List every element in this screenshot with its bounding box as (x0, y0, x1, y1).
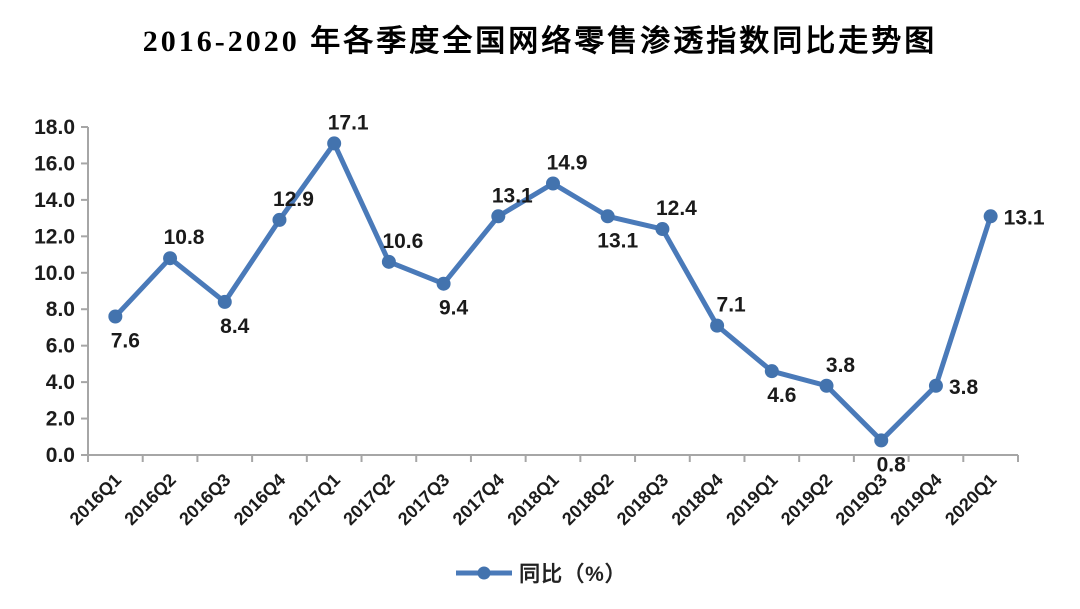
x-axis-label: 2019Q4 (886, 470, 945, 529)
x-axis-label: 2018Q1 (503, 470, 562, 529)
x-axis-label: 2018Q4 (668, 470, 727, 529)
x-axis-label: 2020Q1 (941, 470, 1000, 529)
x-axis-label: 2016Q4 (230, 470, 289, 529)
data-point-label: 4.6 (767, 384, 796, 407)
x-axis-label: 2017Q3 (394, 470, 453, 529)
x-axis-label: 2016Q2 (120, 470, 179, 529)
data-point-label: 14.9 (547, 151, 588, 174)
y-axis-tick-label: 8.0 (46, 298, 75, 321)
data-point (655, 222, 670, 237)
x-axis-label: 2019Q2 (777, 470, 836, 529)
x-axis-label: 2018Q3 (613, 470, 672, 529)
data-point-label: 13.1 (1004, 206, 1045, 229)
x-axis-label: 2016Q3 (175, 470, 234, 529)
data-point (163, 251, 178, 266)
data-point (381, 254, 396, 269)
data-point-label: 13.1 (597, 229, 638, 252)
y-axis-tick-label: 10.0 (34, 262, 75, 285)
data-point (600, 209, 615, 224)
data-point-label: 3.8 (949, 376, 979, 399)
x-axis-label: 2017Q2 (339, 470, 398, 529)
x-axis-label: 2019Q1 (722, 470, 781, 529)
data-point-label: 3.8 (826, 354, 856, 377)
data-point (983, 209, 998, 224)
data-point-label: 12.4 (656, 197, 697, 220)
x-axis-label: 2016Q1 (66, 470, 125, 529)
data-point (272, 212, 287, 227)
data-point-label: 17.1 (328, 111, 369, 134)
data-point (819, 378, 834, 393)
chart-title: 2016-2020 年各季度全国网络零售渗透指数同比走势图 (142, 25, 938, 58)
y-axis-tick-label: 6.0 (46, 335, 75, 358)
data-point (710, 318, 725, 333)
data-point-label: 8.4 (220, 315, 250, 338)
x-axis-label: 2019Q3 (832, 470, 891, 529)
y-axis-tick-label: 2.0 (46, 408, 75, 431)
y-axis-tick-label: 12.0 (34, 225, 75, 248)
legend-label: 同比（%） (519, 563, 627, 586)
data-point-label: 10.6 (382, 230, 423, 253)
data-point (546, 176, 560, 191)
y-axis-tick-label: 4.0 (46, 371, 75, 394)
y-axis-tick-label: 0.0 (46, 444, 75, 467)
legend-line-marker-icon (456, 566, 513, 580)
x-axis-label: 2017Q1 (285, 470, 344, 529)
legend: 同比（%） (0, 558, 1080, 588)
data-point-label: 13.1 (492, 184, 533, 207)
data-point-label: 9.4 (439, 297, 469, 320)
data-point (491, 209, 506, 224)
data-point (217, 294, 232, 309)
data-point (436, 276, 451, 291)
x-axis-label: 2017Q4 (449, 470, 508, 529)
data-point (764, 364, 779, 379)
data-point-label: 12.9 (273, 188, 314, 211)
data-point (874, 433, 889, 448)
data-point (108, 309, 123, 324)
y-axis-tick-label: 14.0 (34, 189, 75, 212)
y-axis-tick-label: 16.0 (34, 152, 75, 175)
y-axis-tick-label: 18.0 (34, 116, 75, 139)
data-point-label: 7.1 (717, 294, 747, 317)
x-axis-label: 2018Q2 (558, 470, 617, 529)
data-point (327, 136, 342, 151)
data-point-label: 0.8 (877, 453, 907, 476)
data-point-label: 7.6 (111, 330, 140, 353)
data-point-label: 10.8 (164, 226, 205, 249)
data-point (928, 378, 943, 393)
